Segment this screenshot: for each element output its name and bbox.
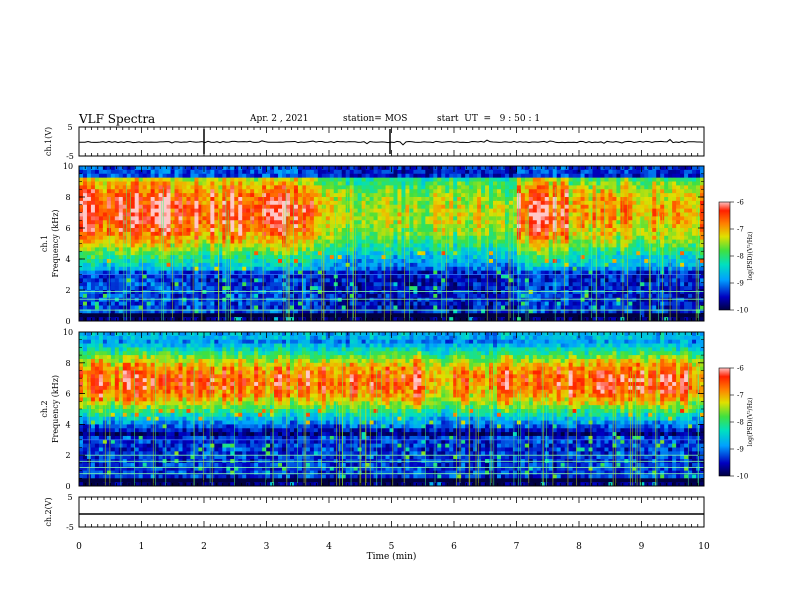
y-tick-label: 0 <box>65 317 70 326</box>
colorbar-tick-label: -8 <box>737 419 744 427</box>
y-axis-channel-label: ch.2 <box>40 400 49 417</box>
colorbar-tick-label: -7 <box>737 226 744 234</box>
y-tick-label: 5 <box>67 123 72 132</box>
colorbar-tick-label: -9 <box>737 280 744 288</box>
x-tick-label: 0 <box>76 542 82 552</box>
y-tick-label: 8 <box>65 193 70 202</box>
y-tick-label: 10 <box>63 162 73 171</box>
y-tick-label: 6 <box>65 390 70 399</box>
y-tick-label: 2 <box>65 286 70 295</box>
y-axis-label: ch.2(V) <box>44 497 53 526</box>
colorbar-tick-label: -7 <box>737 392 744 400</box>
chart-title: VLF Spectra <box>79 112 156 126</box>
panel-waveform-bottom: 5 -5 ch.2(V) <box>44 493 705 532</box>
y-tick-label: 5 <box>67 493 72 502</box>
y-tick-label: 2 <box>65 451 70 460</box>
y-axis-label: ch.1(V) <box>44 127 53 156</box>
panel-spectrogram-ch1: 0 2 4 6 8 10 ch.1 Frequency (kHz) -10 -9 -8 -7 -6 log… <box>40 162 754 326</box>
colorbar-tick-label: -10 <box>737 473 748 481</box>
start-time-label: start UT = 9 : 50 : 1 <box>437 114 541 124</box>
colorbar-tick-label: -6 <box>737 199 744 207</box>
station-label: station= MOS <box>343 114 408 124</box>
spectrogram-ch1-image <box>79 166 704 321</box>
y-tick-label: -5 <box>66 523 74 532</box>
x-tick-label: 6 <box>451 542 457 552</box>
y-axis-label: Frequency (kHz) <box>51 375 60 443</box>
colorbar <box>718 201 731 311</box>
panel-waveform-top: 5 -5 ch.1(V) <box>44 123 705 161</box>
y-axis-label: Frequency (kHz) <box>51 209 60 277</box>
x-tick-label: 9 <box>639 542 645 552</box>
y-tick-label: 10 <box>63 328 73 337</box>
x-tick-label: 4 <box>326 542 332 552</box>
y-tick-label: 4 <box>65 255 70 264</box>
colorbar-tick-label: -9 <box>737 446 744 454</box>
y-tick-label: 8 <box>65 359 70 368</box>
x-tick-label: 2 <box>201 542 207 552</box>
x-axis-label: Time (min) <box>367 551 417 562</box>
y-tick-label: -5 <box>66 152 74 161</box>
x-tick-label: 7 <box>514 542 520 552</box>
waveform-line <box>78 138 704 146</box>
y-tick-label: 6 <box>65 224 70 233</box>
x-tick-label: 1 <box>139 542 145 552</box>
colorbar-tick-label: -10 <box>737 307 748 315</box>
colorbar-label: log(PSD)(V²/Hz) <box>747 398 754 447</box>
y-tick-label: 4 <box>65 420 70 429</box>
x-tick-label: 8 <box>576 542 582 552</box>
panel-spectrogram-ch2: 0 2 4 6 8 10 ch.2 Frequency (kHz) -10 -9 -8 -7 -6 log… <box>40 328 754 491</box>
x-tick-label: 5 <box>389 542 395 552</box>
colorbar <box>718 367 731 477</box>
x-tick-label: 3 <box>264 542 270 552</box>
colorbar-tick-label: -8 <box>737 253 744 261</box>
x-tick-label: 10 <box>698 542 710 552</box>
colorbar-tick-label: -6 <box>737 365 744 373</box>
colorbar-label: log(PSD)(V²/Hz) <box>747 232 754 281</box>
y-axis-channel-label: ch.1 <box>40 235 49 252</box>
spectrogram-ch2-image <box>79 332 704 486</box>
date-label: Apr. 2 , 2021 <box>250 114 309 124</box>
y-tick-label: 0 <box>65 482 70 491</box>
